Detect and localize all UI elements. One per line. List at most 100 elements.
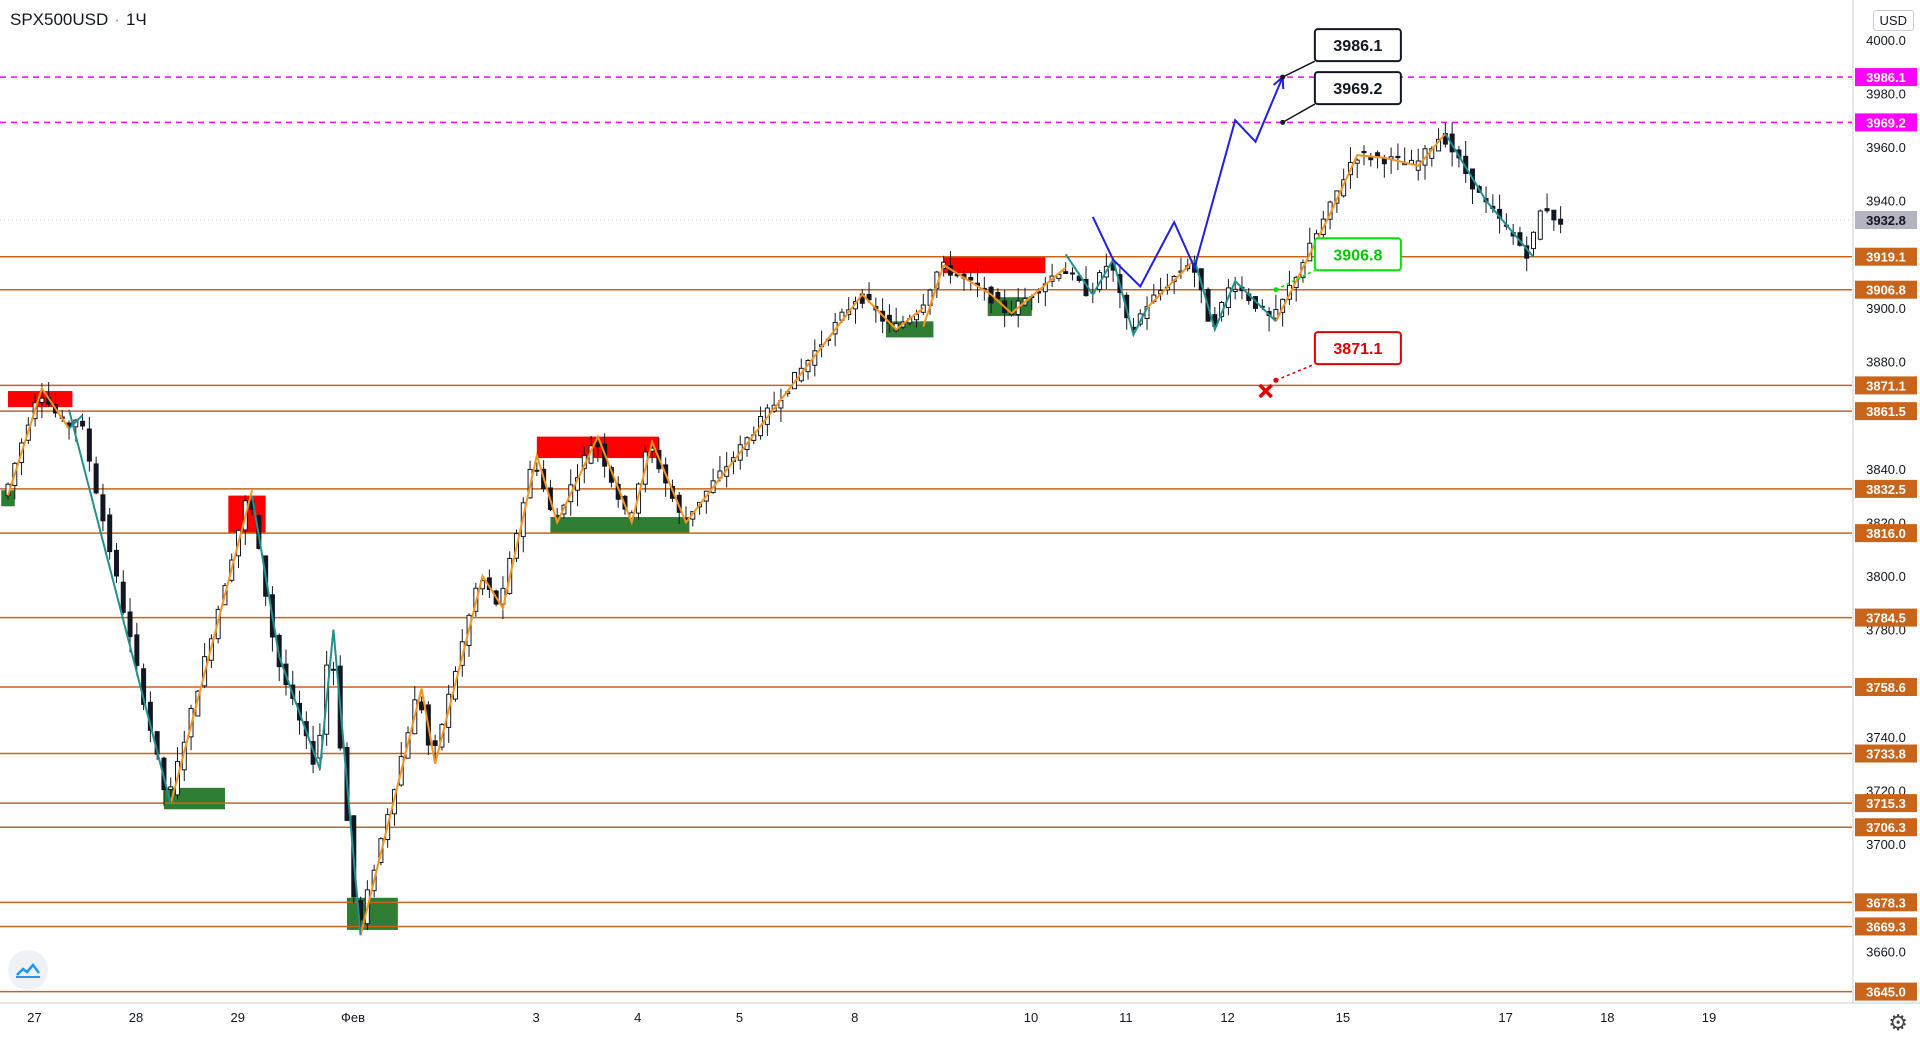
stop-marker-icon xyxy=(1258,383,1273,399)
header-separator: · xyxy=(114,10,120,29)
callout-anchor xyxy=(1280,74,1286,80)
cloud-logo-glyph xyxy=(16,963,40,978)
down-wave-line xyxy=(1193,259,1277,333)
callout-anchor xyxy=(1273,287,1279,293)
cloud-logo-icon[interactable] xyxy=(8,950,48,990)
down-wave-line xyxy=(1444,133,1535,258)
y-tick-label: 3840.0 xyxy=(1866,462,1906,477)
candle-body xyxy=(1232,288,1238,293)
candle-body xyxy=(127,611,133,638)
down-wave-line xyxy=(68,409,172,805)
candle-body xyxy=(419,701,425,711)
x-tick-label: 15 xyxy=(1336,1010,1350,1025)
interval-label[interactable]: 1Ч xyxy=(125,10,147,29)
y-tick-label: 4000.0 xyxy=(1866,33,1906,48)
up-wave-line xyxy=(169,489,254,805)
y-tick-label: 3960.0 xyxy=(1866,140,1906,155)
candle-body xyxy=(93,463,99,494)
level-price-tag-bg xyxy=(1855,280,1917,299)
target-price-tag-bg xyxy=(1855,68,1917,87)
x-tick-label: 19 xyxy=(1702,1010,1716,1025)
level-price-tag-bg xyxy=(1855,893,1917,912)
y-tick-label: 3700.0 xyxy=(1866,837,1906,852)
callout-label: 3986.1 xyxy=(1333,38,1382,55)
candle-body xyxy=(1273,308,1279,319)
support-zone xyxy=(550,517,690,534)
x-tick-label: 11 xyxy=(1119,1010,1133,1025)
chart-header[interactable]: SPX500USD · 1Ч xyxy=(10,10,153,30)
level-price-tag: 3706.3 xyxy=(1866,820,1906,835)
up-wave-line xyxy=(1274,133,1447,322)
level-price-tag: 3678.3 xyxy=(1866,895,1906,910)
candle-body xyxy=(1551,209,1557,221)
level-price-tag: 3861.5 xyxy=(1866,404,1906,419)
support-zone xyxy=(347,897,398,930)
callout-label: 3906.8 xyxy=(1333,247,1382,264)
candle-body xyxy=(968,276,974,281)
candle-body xyxy=(1558,218,1564,225)
target-price-tag: 3986.1 xyxy=(1866,70,1906,85)
up-wave-line xyxy=(359,292,924,936)
down-wave-line xyxy=(251,495,362,936)
x-tick-label: 4 xyxy=(634,1010,641,1025)
callout-box xyxy=(1313,237,1402,272)
y-tick-label: 3800.0 xyxy=(1866,569,1906,584)
candle-body xyxy=(432,740,438,746)
level-price-tag: 3669.3 xyxy=(1866,919,1906,934)
candle-body xyxy=(113,549,119,577)
currency-button[interactable]: USD xyxy=(1872,10,1914,31)
price-axis-bg xyxy=(1853,0,1920,1042)
callout-leader xyxy=(1282,103,1316,124)
candle-body xyxy=(134,634,140,666)
candle-body xyxy=(168,786,174,790)
candle-body xyxy=(141,668,147,705)
callout-anchor xyxy=(1273,377,1279,383)
callout-anchor xyxy=(1280,119,1286,125)
callout-box xyxy=(1313,331,1402,366)
level-price-tag: 3906.8 xyxy=(1866,283,1906,298)
level-price-tag: 3733.8 xyxy=(1866,747,1906,762)
y-tick-label: 3660.0 xyxy=(1866,944,1906,959)
level-price-tag-bg xyxy=(1855,982,1917,1001)
level-price-tag-bg xyxy=(1855,818,1917,837)
callout-leader xyxy=(1275,363,1316,382)
y-tick-label: 3880.0 xyxy=(1866,355,1906,370)
x-tick-label: 18 xyxy=(1600,1010,1614,1025)
candle-body xyxy=(1069,272,1075,275)
x-tick-label: 5 xyxy=(736,1010,743,1025)
candle-body xyxy=(1544,208,1550,212)
level-price-tag: 3871.1 xyxy=(1866,378,1906,393)
candle-body xyxy=(39,397,45,404)
level-price-tag: 3645.0 xyxy=(1866,985,1906,1000)
x-tick-label: Фев xyxy=(341,1010,365,1025)
level-price-tag-bg xyxy=(1855,794,1917,813)
y-tick-label: 3980.0 xyxy=(1866,86,1906,101)
forecast-path xyxy=(1091,76,1284,289)
level-price-tag-bg xyxy=(1855,678,1917,697)
level-price-tag: 3832.5 xyxy=(1866,482,1906,497)
level-price-tag-bg xyxy=(1855,608,1917,627)
x-tick-label: 28 xyxy=(129,1010,143,1025)
down-wave-line xyxy=(68,414,84,430)
candle-body xyxy=(534,469,540,472)
up-wave-line xyxy=(922,264,945,327)
x-tick-label: 10 xyxy=(1024,1010,1038,1025)
up-wave-line xyxy=(7,386,70,496)
gear-icon[interactable]: ⚙ xyxy=(1888,1010,1908,1035)
up-wave-line xyxy=(943,264,1067,315)
resistance-zone xyxy=(943,256,1046,274)
callout-label: 3871.1 xyxy=(1333,341,1382,358)
candle-body xyxy=(995,292,1001,300)
callout-leader xyxy=(1282,60,1316,78)
current-price-tag: 3932.8 xyxy=(1866,213,1906,228)
y-tick-label: 3940.0 xyxy=(1866,194,1906,209)
candle-body xyxy=(1354,159,1360,164)
symbol-name[interactable]: SPX500USD xyxy=(10,10,109,29)
candle-body xyxy=(1537,210,1543,240)
level-price-tag: 3758.6 xyxy=(1866,680,1906,695)
x-tick-label: 3 xyxy=(532,1010,539,1025)
callout-box xyxy=(1313,28,1402,63)
level-price-tag-bg xyxy=(1855,376,1917,395)
level-price-tag-bg xyxy=(1855,524,1917,543)
